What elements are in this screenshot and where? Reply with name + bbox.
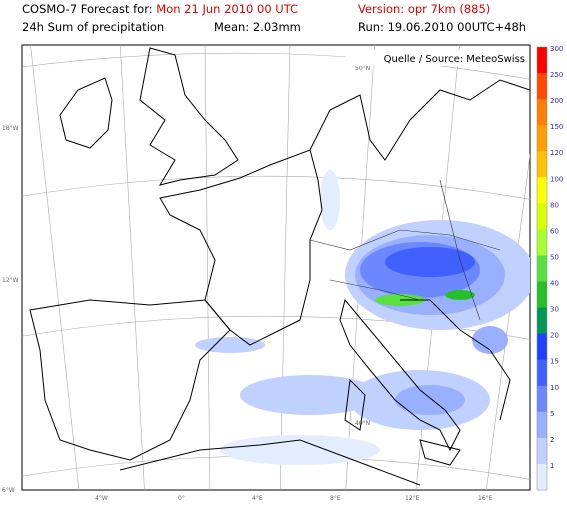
version: Version: opr 7km (885)	[358, 2, 491, 16]
precipitation	[195, 170, 530, 465]
colorbar-label: 50	[550, 253, 559, 261]
colorbar-label: 2	[550, 436, 554, 444]
lat-label: 40°N	[355, 420, 370, 427]
forecast-date: Mon 21 Jun 2010 00 UTC	[156, 2, 299, 16]
colorbar: 300 250 200 150 120 100 80 60 50 40 30 20 15 10 5 2 1	[536, 45, 563, 491]
colorbar-segment	[537, 47, 547, 74]
colorbar-label: 80	[550, 201, 559, 209]
colorbar-segment	[537, 203, 547, 230]
colorbar-segment	[537, 463, 547, 491]
lon-label: 12°W	[2, 277, 19, 284]
coastlines	[29, 47, 530, 486]
colorbar-label: 100	[550, 175, 563, 183]
colorbar-segment	[537, 307, 547, 335]
lon-label: 0°	[178, 495, 185, 502]
borders	[309, 179, 501, 321]
source-bg	[345, 50, 527, 66]
lon-label: 6°W	[2, 487, 15, 494]
lon-label: 4°W	[95, 495, 108, 502]
colorbar-segment	[537, 281, 547, 309]
colorbar-label: 20	[550, 332, 559, 340]
colorbar-segment	[537, 177, 547, 204]
colorbar-segment	[537, 385, 547, 413]
colorbar-label: 10	[550, 384, 559, 392]
mean: Mean: 2.03mm	[214, 20, 301, 34]
colorbar-segment	[537, 437, 547, 465]
lon-label: 8°E	[330, 495, 341, 502]
lon-label: 16°E	[478, 495, 493, 502]
colorbar-label: 60	[550, 227, 559, 235]
map-content	[22, 45, 530, 490]
product: 24h Sum of precipitation	[22, 20, 165, 34]
colorbar-label: 5	[550, 410, 554, 418]
colorbar-label: 300	[550, 45, 563, 53]
colorbar-label: 200	[550, 97, 563, 105]
colorbar-segment	[537, 255, 547, 283]
colorbar-label: 30	[550, 306, 559, 314]
colorbar-segment	[537, 333, 547, 361]
lat-label: 50°N	[355, 65, 370, 72]
run: Run: 19.06.2010 00UTC+48h	[358, 20, 527, 34]
lon-label: 12°E	[405, 495, 420, 502]
source: Quelle / Source: MeteoSwiss	[384, 54, 525, 65]
colorbar-label: 1	[550, 462, 554, 470]
colorbar-segment	[537, 151, 547, 178]
colorbar-segment	[537, 73, 547, 100]
colorbar-segment	[537, 99, 547, 126]
colorbar-label: 15	[550, 358, 559, 366]
lon-label: 18°W	[2, 125, 19, 132]
forecast-label: COSMO-7 Forecast for:	[22, 2, 153, 16]
colorbar-label: 150	[550, 123, 563, 131]
colorbar-segment	[537, 125, 547, 152]
colorbar-label: 40	[550, 280, 559, 288]
colorbar-segment	[537, 411, 547, 439]
colorbar-frame	[536, 46, 548, 491]
forecast-title: COSMO-7 Forecast for: Mon 21 Jun 2010 00…	[22, 2, 298, 16]
colorbar-segment	[537, 229, 547, 256]
colorbar-label: 120	[550, 149, 563, 157]
lon-label: 4°E	[252, 495, 263, 502]
colorbar-label: 250	[550, 71, 563, 79]
colorbar-segment	[537, 359, 547, 387]
